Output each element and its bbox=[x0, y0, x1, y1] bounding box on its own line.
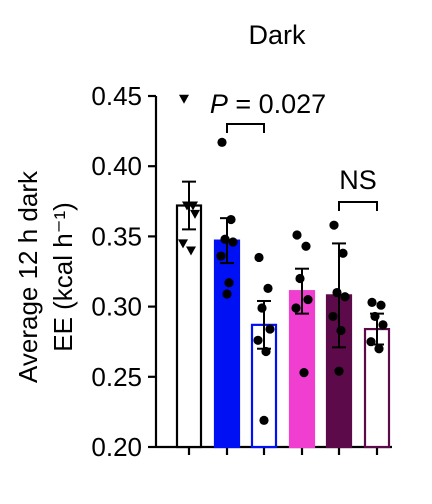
bracket-p-value bbox=[226, 123, 265, 133]
p-italic: P bbox=[210, 89, 228, 119]
bar bbox=[175, 204, 203, 449]
y-tick-label: 0.40 bbox=[91, 151, 142, 181]
data-point bbox=[178, 239, 188, 249]
data-point bbox=[217, 137, 227, 147]
p-value-label: P = 0.027 bbox=[210, 89, 326, 119]
data-point bbox=[338, 248, 348, 258]
y-axis-label-line2: EE (kcal h⁻¹) bbox=[48, 202, 78, 352]
data-point bbox=[295, 273, 305, 284]
data-point bbox=[332, 287, 342, 298]
data-point bbox=[216, 251, 226, 261]
data-point bbox=[378, 320, 388, 330]
error-bars bbox=[182, 180, 384, 350]
data-point bbox=[336, 325, 346, 336]
annotations: P = 0.027 NS bbox=[210, 89, 378, 211]
data-point bbox=[263, 283, 273, 293]
p-rest: = 0.027 bbox=[228, 89, 326, 119]
data-point bbox=[259, 415, 269, 425]
data-point bbox=[303, 294, 313, 305]
data-point bbox=[254, 252, 264, 263]
data-point bbox=[374, 344, 384, 354]
data-point bbox=[291, 303, 301, 313]
data-point bbox=[376, 300, 386, 310]
data-point bbox=[261, 346, 271, 357]
y-axis-label-line1: Average 12 h dark bbox=[13, 170, 43, 383]
data-point bbox=[226, 214, 236, 225]
data-point bbox=[182, 201, 192, 211]
data-point bbox=[265, 324, 275, 334]
data-point bbox=[257, 303, 267, 313]
bars bbox=[175, 204, 391, 449]
data-point bbox=[292, 230, 302, 240]
data-point bbox=[190, 209, 200, 219]
data-points bbox=[178, 94, 388, 425]
data-point bbox=[329, 220, 339, 230]
data-point bbox=[334, 366, 344, 376]
bar bbox=[213, 239, 241, 449]
data-point bbox=[186, 246, 196, 256]
chart-title: Dark bbox=[248, 20, 306, 50]
data-point bbox=[366, 337, 376, 347]
data-point bbox=[301, 241, 311, 251]
data-point bbox=[328, 311, 338, 322]
data-point bbox=[367, 297, 377, 307]
axes: 0.20 0.25 0.30 0.35 0.40 0.45 bbox=[91, 81, 392, 462]
y-tick-label: 0.20 bbox=[91, 432, 142, 462]
data-point bbox=[220, 234, 230, 244]
bracket-ns bbox=[338, 201, 378, 211]
y-tick-label: 0.30 bbox=[91, 292, 142, 322]
ns-label: NS bbox=[339, 165, 377, 195]
data-point bbox=[299, 367, 309, 378]
data-point bbox=[179, 94, 189, 104]
data-point bbox=[222, 289, 232, 299]
y-tick-label: 0.25 bbox=[91, 362, 142, 392]
data-point bbox=[340, 292, 350, 302]
data-point bbox=[224, 278, 234, 288]
y-tick-label: 0.45 bbox=[91, 81, 142, 111]
data-point bbox=[370, 311, 380, 322]
data-point bbox=[253, 335, 263, 345]
y-tick-label: 0.35 bbox=[91, 221, 142, 251]
data-point bbox=[228, 237, 238, 247]
